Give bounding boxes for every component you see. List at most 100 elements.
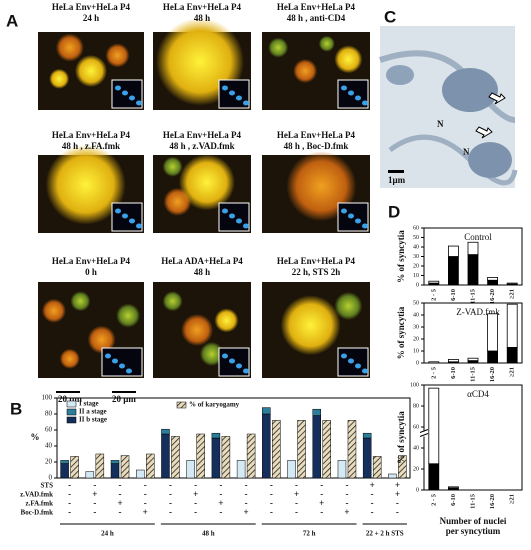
cell xyxy=(49,68,70,89)
treatment-sign: - xyxy=(68,498,71,508)
nucleus xyxy=(362,100,368,106)
bar xyxy=(447,256,459,286)
cell xyxy=(116,303,141,328)
image-title: HeLa Env+HeLa P4 xyxy=(52,256,131,266)
treatment-sign: - xyxy=(169,498,172,508)
image-title: HeLa Env+HeLa P4 xyxy=(52,130,131,140)
image-title: 48 h xyxy=(194,267,210,277)
bar xyxy=(428,280,440,284)
image-title: 48 h xyxy=(194,13,210,23)
nucleus xyxy=(236,363,242,369)
micrograph xyxy=(262,282,370,378)
treatment-sign: + xyxy=(92,489,97,499)
cell xyxy=(214,308,239,333)
y-tick-label: 100 xyxy=(42,394,53,402)
bar xyxy=(171,436,180,479)
bar xyxy=(362,437,372,479)
y-axis-label: % xyxy=(31,432,40,442)
legend-swatch xyxy=(176,401,187,409)
cell xyxy=(59,348,80,369)
treatment-label: z.VAD.fmk xyxy=(20,491,53,499)
treatment-sign: - xyxy=(194,498,197,508)
x-tick-label: ≥21 xyxy=(509,494,516,504)
image-title: HeLa ADA+HeLa P4 xyxy=(161,256,243,266)
bar xyxy=(95,453,105,479)
x-tick-label: ≥21 xyxy=(509,367,516,377)
treatment-sign: - xyxy=(169,507,172,517)
x-tick-label: 2 - 5 xyxy=(430,493,437,506)
cell xyxy=(162,156,183,177)
plot-frame xyxy=(423,384,523,491)
micrograph xyxy=(38,282,144,378)
bar xyxy=(467,357,479,362)
treatment-sign: - xyxy=(219,480,222,490)
nucleus xyxy=(229,90,235,96)
y-tick-label: 10 xyxy=(413,273,419,279)
y-tick-label: 60 xyxy=(45,426,53,434)
nucleus xyxy=(136,100,142,106)
nucleus xyxy=(222,208,228,214)
nucleus xyxy=(129,95,135,101)
cell xyxy=(178,154,235,211)
treatment-sign: - xyxy=(371,498,374,508)
treatment-label: z.FA.fmk xyxy=(26,500,54,508)
cell xyxy=(55,33,84,62)
nucleus xyxy=(355,95,361,101)
nucleus xyxy=(112,358,118,364)
bar xyxy=(447,486,459,489)
x-tick-label: 6-10 xyxy=(450,494,457,506)
treatment-sign: + xyxy=(244,507,249,517)
scale-bar-label: 1μm xyxy=(388,175,406,185)
bar xyxy=(447,358,459,363)
treatment-sign: - xyxy=(169,489,172,499)
treatment-sign: - xyxy=(270,498,273,508)
y-tick-label: 20 xyxy=(45,458,53,466)
bar xyxy=(506,346,518,364)
legend-label: I stage xyxy=(79,400,99,408)
legend-swatch xyxy=(66,416,77,424)
image-title: 48 h , anti-CD4 xyxy=(287,13,346,23)
y-tick-label: 50 xyxy=(413,300,419,306)
image-title: HeLa Env+HeLa P4 xyxy=(277,2,356,12)
nucleus xyxy=(341,353,347,359)
nucleus xyxy=(341,208,347,214)
panel-label: A xyxy=(6,11,18,30)
bar xyxy=(196,433,205,479)
treatment-sign: - xyxy=(68,507,71,517)
bar xyxy=(467,254,479,286)
micrograph xyxy=(153,282,251,378)
treatment-sign: + xyxy=(117,498,122,508)
bar xyxy=(467,241,479,255)
image-title: 48 h , z.VAD.fmk xyxy=(169,141,234,151)
nucleus xyxy=(229,358,235,364)
nucleus xyxy=(243,223,249,229)
x-axis-label: Number of nuclei xyxy=(440,516,507,526)
group-label: 22 + 2 h STS xyxy=(366,530,404,538)
nucleus xyxy=(236,95,242,101)
treatment-sign: - xyxy=(93,480,96,490)
bar xyxy=(287,460,296,479)
legend-label: II a stage xyxy=(79,408,107,416)
bar xyxy=(487,350,499,364)
x-tick-label: 16-20 xyxy=(489,367,496,382)
group-label: 72 h xyxy=(303,530,316,538)
cell xyxy=(334,45,363,74)
treatment-sign: - xyxy=(144,480,147,490)
y-tick-label: 30 xyxy=(413,324,419,330)
bar xyxy=(487,279,499,286)
bar xyxy=(398,455,407,479)
nucleus xyxy=(243,368,249,374)
bar xyxy=(161,433,170,479)
micrograph xyxy=(38,32,144,110)
micrograph xyxy=(153,154,251,233)
bar xyxy=(428,361,440,364)
bar xyxy=(186,460,195,479)
nucleus xyxy=(348,213,354,219)
treatment-sign: - xyxy=(194,480,197,490)
panel-label: C xyxy=(384,7,396,26)
cell xyxy=(162,291,183,312)
axis-break xyxy=(419,429,429,437)
bar xyxy=(161,428,170,435)
bar xyxy=(272,420,281,479)
micrograph xyxy=(262,151,370,233)
